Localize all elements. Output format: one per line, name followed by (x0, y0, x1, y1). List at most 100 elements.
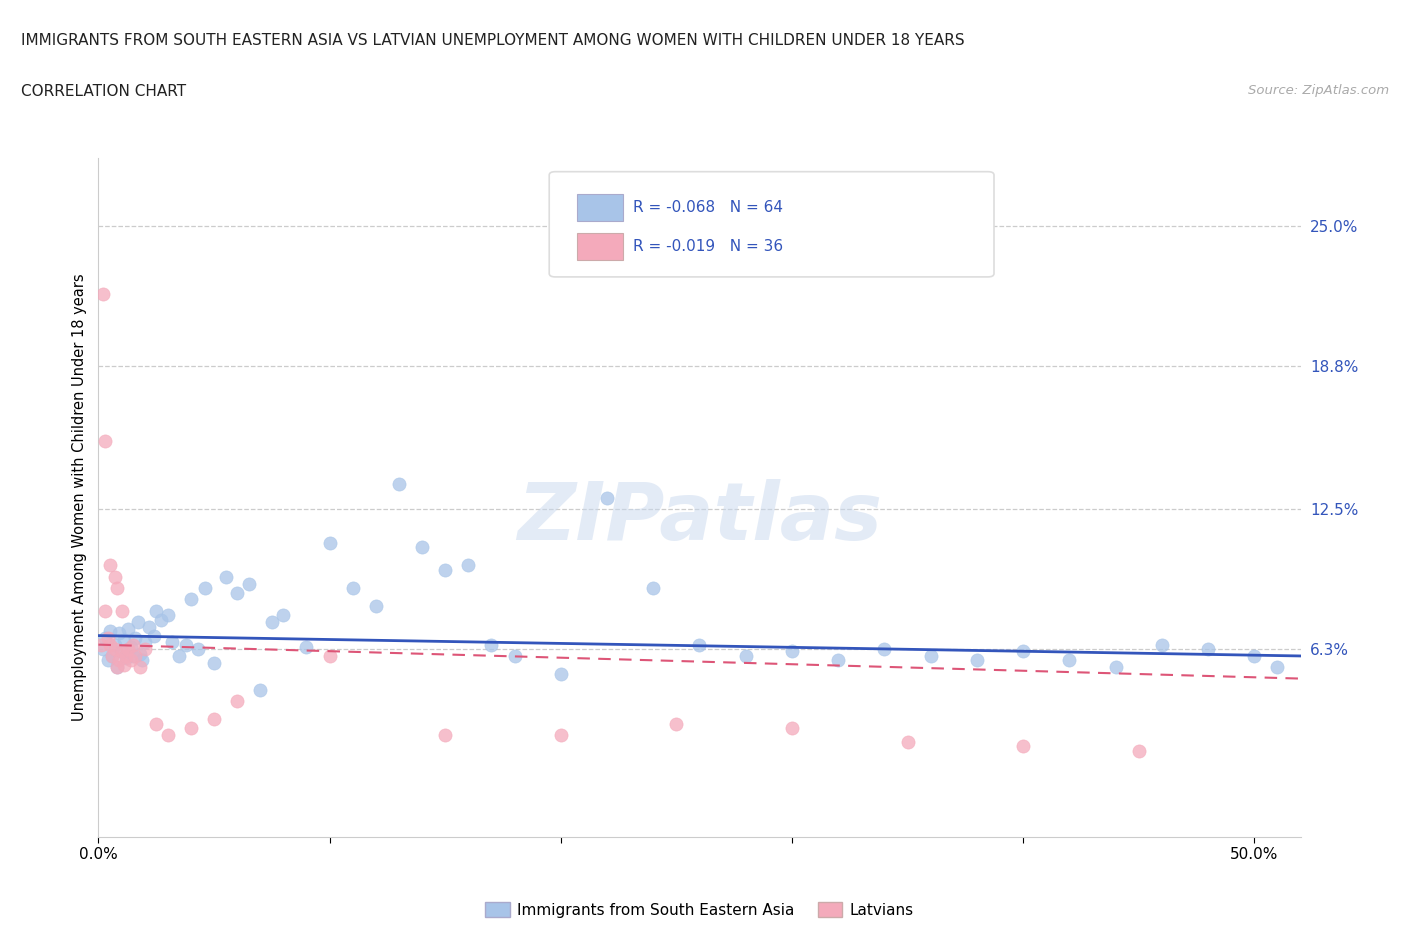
Point (688, 637, 710, 652)
Point (1104, 660, 1126, 675)
Point (1267, 660, 1289, 675)
Point (1059, 653, 1081, 668)
Point (194, 580, 217, 595)
Point (124, 631, 146, 645)
Point (112, 658, 135, 672)
Point (238, 576, 260, 591)
Point (411, 540, 433, 555)
Point (434, 727, 457, 742)
Legend: Immigrants from South Eastern Asia, Latvians: Immigrants from South Eastern Asia, Latv… (479, 896, 920, 923)
Point (131, 653, 153, 668)
Point (1012, 644, 1035, 658)
Point (180, 592, 202, 607)
Point (104, 569, 127, 584)
Point (187, 642, 209, 657)
Point (226, 694, 249, 709)
Point (91, 642, 114, 657)
Point (110, 644, 132, 658)
Point (108, 653, 131, 668)
Point (105, 660, 128, 675)
Point (920, 648, 942, 663)
Point (665, 716, 688, 731)
Point (202, 711, 225, 726)
Point (169, 648, 191, 663)
Point (1197, 642, 1219, 657)
Point (98, 637, 121, 652)
Point (214, 569, 236, 584)
Point (388, 476, 411, 491)
Point (91, 286, 114, 301)
Text: ZIPatlas: ZIPatlas (517, 479, 882, 557)
Point (101, 648, 124, 663)
Point (481, 637, 503, 652)
Point (226, 585, 249, 600)
Point (162, 635, 184, 650)
Point (127, 615, 149, 630)
Point (105, 660, 128, 675)
Point (120, 640, 142, 655)
Point (129, 646, 152, 661)
Point (1150, 637, 1173, 652)
Point (122, 648, 145, 663)
Point (117, 642, 139, 657)
Point (134, 635, 156, 650)
Point (1012, 739, 1035, 754)
Point (94, 433, 117, 448)
Point (827, 653, 849, 668)
Point (90, 637, 112, 652)
Point (112, 632, 135, 647)
Point (342, 580, 364, 595)
Point (249, 683, 271, 698)
Point (97, 631, 120, 645)
Point (97, 653, 120, 668)
Point (94, 604, 117, 618)
Point (643, 580, 665, 595)
Point (110, 644, 132, 658)
Point (104, 642, 127, 657)
Point (98, 558, 121, 573)
Point (966, 653, 988, 668)
Point (1243, 648, 1265, 663)
Point (596, 490, 619, 505)
Point (174, 637, 197, 652)
FancyBboxPatch shape (550, 172, 994, 277)
Point (295, 640, 318, 655)
Point (260, 615, 283, 630)
Point (1128, 744, 1150, 759)
Point (94, 631, 117, 645)
Point (101, 648, 124, 663)
Text: R = -0.068   N = 64: R = -0.068 N = 64 (633, 200, 783, 215)
Point (142, 628, 165, 643)
Point (98, 624, 121, 639)
Point (896, 735, 918, 750)
Text: IMMIGRANTS FROM SOUTH EASTERN ASIA VS LATVIAN UNEMPLOYMENT AMONG WOMEN WITH CHIL: IMMIGRANTS FROM SOUTH EASTERN ASIA VS LA… (21, 33, 965, 47)
Point (780, 644, 803, 658)
Point (108, 626, 131, 641)
Point (122, 637, 145, 652)
Point (318, 536, 340, 551)
Point (115, 651, 138, 666)
Point (273, 608, 295, 623)
Point (873, 642, 896, 657)
Point (734, 648, 756, 663)
Point (124, 648, 146, 663)
Point (202, 656, 225, 671)
Point (550, 727, 572, 742)
Bar (576, 232, 623, 260)
Text: CORRELATION CHART: CORRELATION CHART (21, 84, 186, 99)
Point (457, 558, 479, 573)
Y-axis label: Unemployment Among Women with Children Under 18 years: Unemployment Among Women with Children U… (72, 273, 87, 722)
Point (145, 604, 167, 618)
Point (138, 619, 160, 634)
Point (104, 637, 127, 652)
Point (503, 648, 526, 663)
Point (120, 653, 142, 668)
Point (550, 667, 572, 682)
Point (149, 612, 172, 627)
Point (105, 580, 128, 595)
Point (134, 642, 156, 657)
Point (129, 660, 152, 675)
Point (434, 563, 457, 578)
Point (156, 608, 179, 623)
Point (364, 599, 387, 614)
